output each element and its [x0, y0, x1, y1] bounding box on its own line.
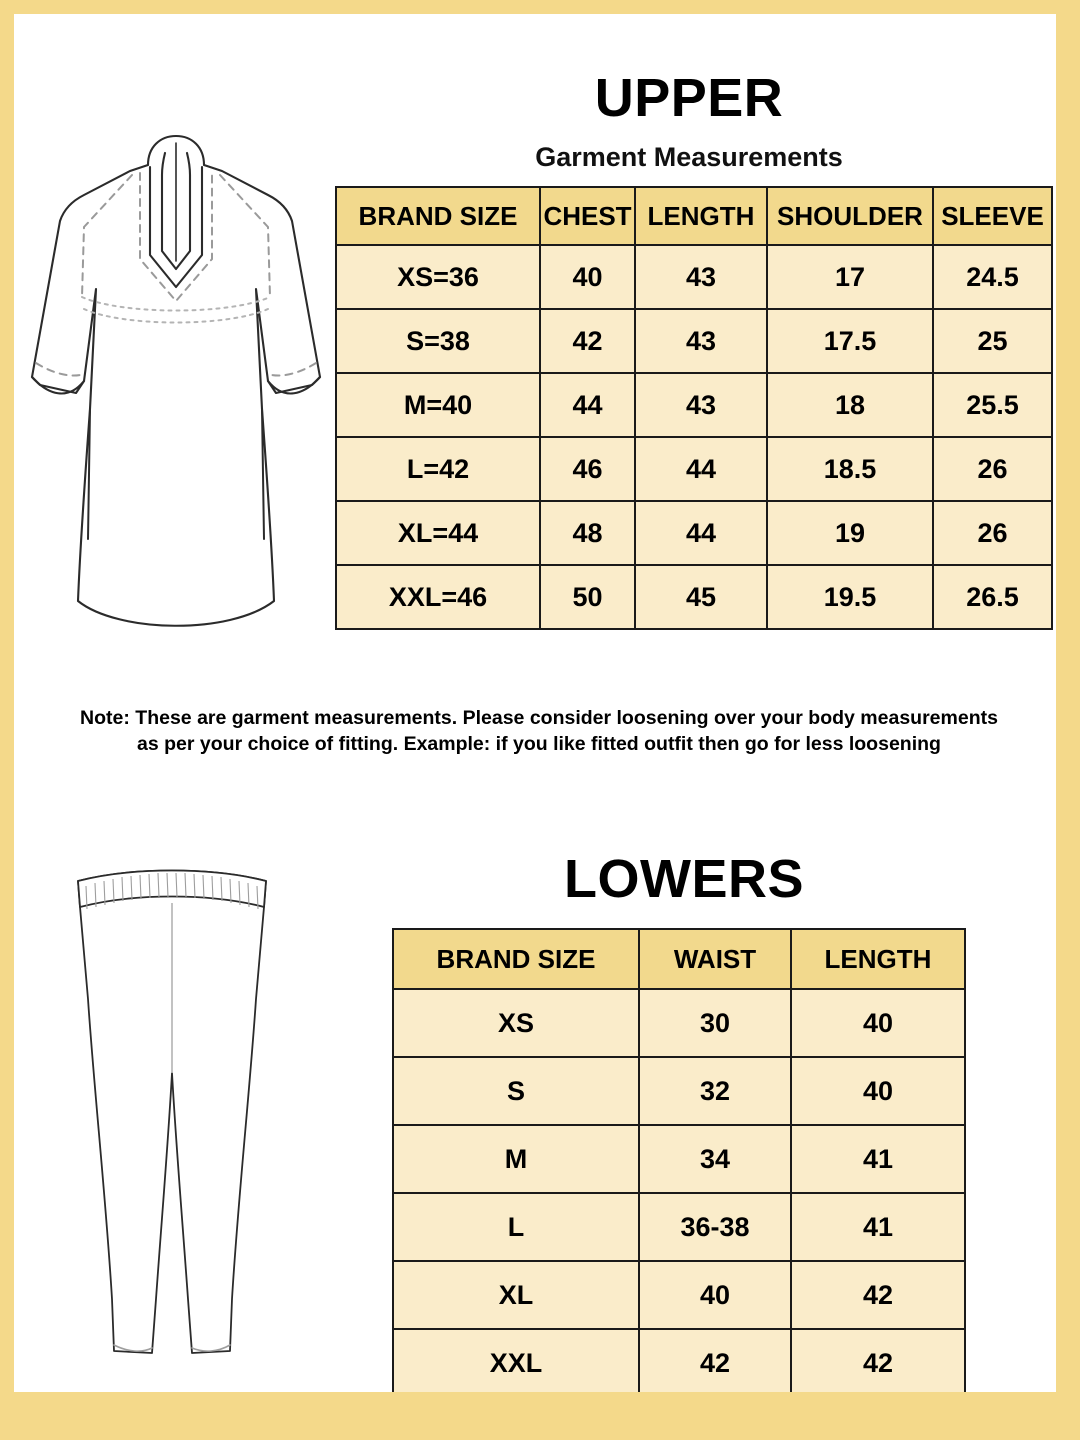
table-row: XL 40 42 [392, 1260, 966, 1330]
chart-canvas: UPPER Garment Measurements [14, 14, 1056, 1392]
upper-section-subtitle: Garment Measurements [535, 142, 843, 172]
cell-shoulder: 17.5 [766, 308, 934, 374]
table-row: XS=36 40 43 17 24.5 [335, 244, 1053, 310]
cell-shoulder: 18 [766, 372, 934, 438]
lowers-table-header-row: BRAND SIZE WAIST LENGTH [392, 928, 966, 990]
upper-col-header-chest: CHEST [539, 186, 636, 246]
cell-brand-size: L=42 [335, 436, 541, 502]
cell-sleeve: 25.5 [932, 372, 1053, 438]
cell-length: 43 [634, 372, 768, 438]
table-row: XXL 42 42 [392, 1328, 966, 1392]
cell-waist: 32 [638, 1056, 792, 1126]
table-row: L=42 46 44 18.5 26 [335, 436, 1053, 502]
upper-col-header-brand-size: BRAND SIZE [335, 186, 541, 246]
cell-waist: 40 [638, 1260, 792, 1330]
cell-waist: 34 [638, 1124, 792, 1194]
cell-chest: 50 [539, 564, 636, 630]
upper-section-title: UPPER [594, 68, 784, 128]
upper-col-header-length: LENGTH [634, 186, 768, 246]
cell-brand-size: XXL=46 [335, 564, 541, 630]
cell-brand-size: M=40 [335, 372, 541, 438]
note-line-2: as per your choice of fitting. Example: … [137, 733, 941, 755]
cell-chest: 40 [539, 244, 636, 310]
table-row: M=40 44 43 18 25.5 [335, 372, 1053, 438]
cell-brand-size: XL=44 [335, 500, 541, 566]
cell-shoulder: 18.5 [766, 436, 934, 502]
table-row: S 32 40 [392, 1056, 966, 1126]
cell-sleeve: 24.5 [932, 244, 1053, 310]
cell-sleeve: 26 [932, 500, 1053, 566]
cell-length: 42 [790, 1260, 966, 1330]
table-row: L 36-38 41 [392, 1192, 966, 1262]
cell-shoulder: 19.5 [766, 564, 934, 630]
cell-length: 43 [634, 308, 768, 374]
lowers-col-header-waist: WAIST [638, 928, 792, 990]
cell-length: 42 [790, 1328, 966, 1392]
cell-waist: 30 [638, 988, 792, 1058]
cell-chest: 42 [539, 308, 636, 374]
kurta-illustration [22, 109, 362, 654]
cell-chest: 44 [539, 372, 636, 438]
cell-shoulder: 17 [766, 244, 934, 310]
cell-length: 40 [790, 1056, 966, 1126]
upper-col-header-sleeve: SLEEVE [932, 186, 1053, 246]
cell-brand-size: XS=36 [335, 244, 541, 310]
cell-brand-size: S=38 [335, 308, 541, 374]
cell-shoulder: 19 [766, 500, 934, 566]
cell-brand-size: XL [392, 1260, 640, 1330]
cell-brand-size: XXL [392, 1328, 640, 1392]
cell-brand-size: M [392, 1124, 640, 1194]
cell-brand-size: S [392, 1056, 640, 1126]
cell-chest: 46 [539, 436, 636, 502]
cell-length: 41 [790, 1124, 966, 1194]
cell-sleeve: 26.5 [932, 564, 1053, 630]
cell-waist: 36-38 [638, 1192, 792, 1262]
cell-length: 41 [790, 1192, 966, 1262]
upper-col-header-shoulder: SHOULDER [766, 186, 934, 246]
lowers-size-table: BRAND SIZE WAIST LENGTH XS 30 40 S 32 40… [392, 928, 966, 1392]
note-line-1: Note: These are garment measurements. Pl… [80, 707, 998, 729]
pyjama-illustration [42, 859, 302, 1392]
lowers-col-header-length: LENGTH [790, 928, 966, 990]
cell-length: 44 [634, 500, 768, 566]
table-row: XL=44 48 44 19 26 [335, 500, 1053, 566]
cell-length: 44 [634, 436, 768, 502]
table-row: S=38 42 43 17.5 25 [335, 308, 1053, 374]
cell-sleeve: 26 [932, 436, 1053, 502]
table-row: XS 30 40 [392, 988, 966, 1058]
upper-table-header-row: BRAND SIZE CHEST LENGTH SHOULDER SLEEVE [335, 186, 1053, 246]
cell-length: 45 [634, 564, 768, 630]
measurement-note: Note: These are garment measurements. Pl… [74, 705, 1004, 757]
cell-length: 40 [790, 988, 966, 1058]
cell-brand-size: L [392, 1192, 640, 1262]
lowers-col-header-brand-size: BRAND SIZE [392, 928, 640, 990]
cell-chest: 48 [539, 500, 636, 566]
table-row: M 34 41 [392, 1124, 966, 1194]
cell-brand-size: XS [392, 988, 640, 1058]
lowers-section-title: LOWERS [564, 849, 804, 909]
cell-waist: 42 [638, 1328, 792, 1392]
cell-length: 43 [634, 244, 768, 310]
table-row: XXL=46 50 45 19.5 26.5 [335, 564, 1053, 630]
upper-size-table: BRAND SIZE CHEST LENGTH SHOULDER SLEEVE … [335, 186, 1053, 630]
cell-sleeve: 25 [932, 308, 1053, 374]
